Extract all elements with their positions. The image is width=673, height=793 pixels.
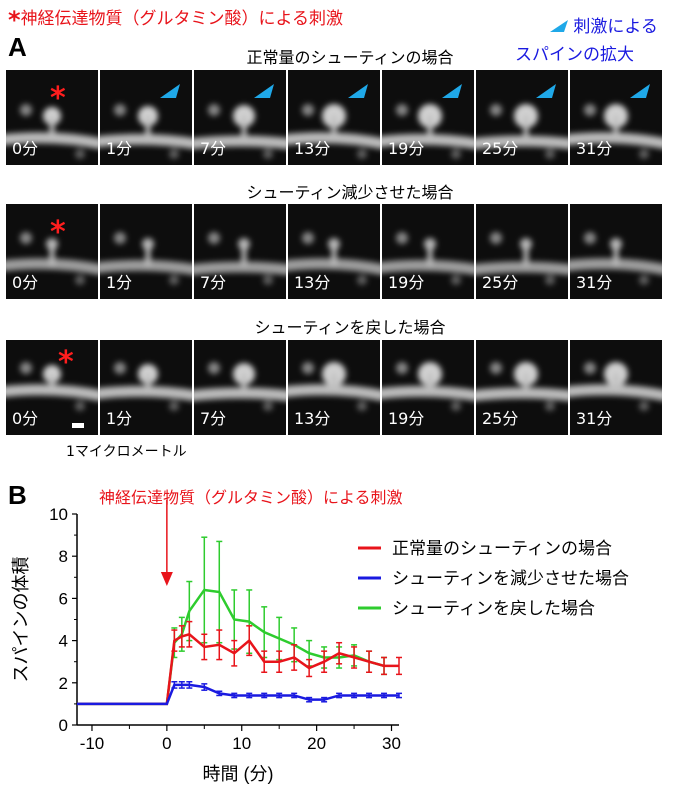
micrograph-frame: 7分	[194, 70, 286, 165]
x-tick-label: 20	[307, 734, 326, 753]
scale-bar	[72, 423, 84, 428]
legend-label: シューティンを減少させた場合	[392, 569, 629, 588]
y-tick-label: 8	[59, 547, 68, 566]
frame-time-label: 13分	[294, 139, 331, 158]
frame-time-label: 0分	[12, 409, 39, 428]
frame-time-label: 1分	[106, 139, 133, 158]
micrograph-frame: 0分 *	[6, 340, 98, 435]
micrograph-frame: 1分	[100, 340, 192, 435]
arrow-legend: 刺激による	[550, 12, 658, 37]
series-line	[77, 683, 399, 706]
frame-time-label: 0分	[12, 139, 39, 158]
micrograph-frame: 0分 *	[6, 204, 98, 299]
y-tick-label: 6	[59, 589, 68, 608]
frame-time-label: 1分	[106, 273, 133, 292]
x-axis-label: 時間 (分)	[203, 764, 274, 784]
row-title-restored: シューティンを戻した場合	[254, 318, 446, 337]
enlargement-arrowhead-icon	[630, 84, 650, 98]
micrograph-frame: 31分	[570, 204, 662, 299]
y-axis-label: スパインの体積	[11, 557, 31, 683]
micrograph-frame: 13分	[288, 204, 380, 299]
micrograph-frame: 1分	[100, 204, 192, 299]
y-tick-label: 10	[49, 505, 68, 524]
enlargement-arrowhead-icon	[160, 84, 180, 98]
frame-time-label: 25分	[482, 139, 519, 158]
micrograph-frame: 19分	[382, 340, 474, 435]
arrow-legend-line2: スパインの拡大	[515, 45, 634, 65]
micrograph-row-reduced: 0分 * 1分 7分 13分 19分 25分 31分	[6, 204, 666, 299]
y-tick-label: 2	[59, 674, 68, 693]
x-tick-label: 30	[382, 734, 401, 753]
frame-time-label: 7分	[200, 273, 227, 292]
series-line	[77, 632, 399, 706]
micrograph-frame: 31分	[570, 340, 662, 435]
frame-time-label: 1分	[106, 409, 133, 428]
x-tick-label: 10	[232, 734, 251, 753]
enlargement-arrowhead-icon	[550, 20, 568, 32]
enlargement-arrowhead-icon	[348, 84, 368, 98]
y-tick-label: 4	[59, 632, 68, 651]
enlargement-arrowhead-icon	[442, 84, 462, 98]
micrograph-frame: 13分	[288, 70, 380, 165]
micrograph-row-restored: 0分 * 1分 7分 13分 19分 25分 31分	[6, 340, 666, 435]
scale-bar-label: 1マイクロメートル	[66, 444, 187, 460]
y-tick-label: 0	[59, 716, 68, 735]
stimulation-star-icon: *	[50, 81, 66, 116]
legend-label: 正常量のシューティンの場合	[392, 539, 612, 558]
frame-time-label: 19分	[388, 409, 425, 428]
micrograph-frame: 31分	[570, 70, 662, 165]
enlargement-arrowhead-icon	[254, 84, 274, 98]
frame-time-label: 25分	[482, 273, 519, 292]
series-2	[77, 536, 388, 706]
micrograph-frame: 19分	[382, 204, 474, 299]
panel-a-letter: A	[8, 32, 27, 62]
frame-time-label: 19分	[388, 273, 425, 292]
stimulus-legend-label: 神経伝達物質（グルタミン酸）による刺激	[20, 9, 344, 29]
micrograph-frame: 7分	[194, 340, 286, 435]
arrow-legend-line1: 刺激による	[573, 17, 658, 37]
frame-time-label: 7分	[200, 139, 227, 158]
row-title-reduced: シューティン減少させた場合	[246, 183, 454, 202]
micrograph-frame: 7分	[194, 204, 286, 299]
enlargement-arrowhead-icon	[536, 84, 556, 98]
micrograph-frame: 25分	[476, 340, 568, 435]
chart-stimulus-annotation: 神経伝達物質（グルタミン酸）による刺激	[99, 488, 403, 507]
x-tick-label: 0	[162, 734, 171, 753]
stimulus-legend: *神経伝達物質（グルタミン酸）による刺激	[8, 2, 344, 34]
micrograph-frame: 19分	[382, 70, 474, 165]
series-0	[77, 620, 402, 706]
frame-time-label: 19分	[388, 139, 425, 158]
frame-time-label: 13分	[294, 409, 331, 428]
micrograph-frame: 25分	[476, 70, 568, 165]
frame-time-label: 25分	[482, 409, 519, 428]
stimulation-star-icon: *	[50, 215, 66, 250]
frame-time-label: 31分	[576, 409, 613, 428]
legend-label: シューティンを戻した場合	[392, 599, 595, 618]
frame-time-label: 31分	[576, 139, 613, 158]
chart-axes: 0 2 4 6 8 10 -10 0 10 20 30	[49, 505, 401, 753]
frame-time-label: 13分	[294, 273, 331, 292]
frame-time-label: 7分	[200, 409, 227, 428]
micrograph-frame: 0分 *	[6, 70, 98, 165]
micrograph-frame: 25分	[476, 204, 568, 299]
stimulation-star-icon: *	[58, 345, 74, 380]
frame-time-label: 0分	[12, 273, 39, 292]
micrograph-row-normal: 0分 * 1分 7分 13分 19分 25分 31分	[6, 70, 666, 165]
x-tick-label: -10	[80, 734, 105, 753]
stimulus-arrow-head	[160, 572, 173, 586]
frame-time-label: 31分	[576, 273, 613, 292]
micrograph-frame: 1分	[100, 70, 192, 165]
panel-b-letter: B	[8, 480, 27, 510]
volume-line-chart: 0 2 4 6 8 10 -10 0 10 20 30 時間 (分) スパインの体積 正常量のシューティン…	[11, 500, 629, 784]
row-title-normal: 正常量のシューティンの場合	[246, 48, 454, 67]
micrograph-frame: 13分	[288, 340, 380, 435]
series-1	[77, 680, 402, 706]
stimulus-star-icon: *	[8, 6, 21, 34]
